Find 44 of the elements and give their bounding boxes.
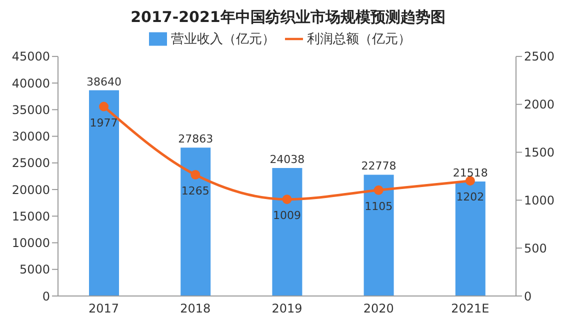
y-tick-label: 10000 xyxy=(12,236,50,250)
y-tick-label: 45000 xyxy=(12,50,50,64)
y2-tick-label: 2500 xyxy=(524,50,555,64)
y2-tick-label: 0 xyxy=(524,289,532,304)
point xyxy=(99,102,109,112)
x-tick-label: 2019 xyxy=(272,302,302,316)
data-label: 38640 xyxy=(86,75,122,88)
y-tick-label: 40000 xyxy=(12,76,50,90)
x-tick-label: 2018 xyxy=(180,302,211,316)
y-tick-label: 35000 xyxy=(12,102,50,117)
data-label: 1202 xyxy=(456,190,484,204)
data-label: 1265 xyxy=(181,184,210,198)
data-label: 1009 xyxy=(273,209,301,222)
x-tick-label: 2020 xyxy=(363,302,394,316)
data-label: 1105 xyxy=(364,200,393,213)
bar xyxy=(455,181,486,296)
x-tick-label: 2017 xyxy=(88,302,120,316)
point xyxy=(465,176,475,186)
x-tick-label: 2021E xyxy=(451,302,490,316)
y2-tick-label: 500 xyxy=(524,241,547,256)
y-tick-label: 5000 xyxy=(19,262,50,277)
bar xyxy=(180,148,211,296)
bar xyxy=(272,168,302,296)
bar xyxy=(364,174,394,296)
legend-label: 营业收入（亿元） xyxy=(171,32,275,47)
y-tick-label: 30000 xyxy=(12,130,50,144)
data-label: 22778 xyxy=(361,160,396,173)
y-tick-label: 20000 xyxy=(12,182,50,197)
y2-tick-label: 2000 xyxy=(524,98,555,112)
data-label: 21518 xyxy=(452,166,488,180)
data-label: 27863 xyxy=(178,132,214,146)
point xyxy=(374,185,384,195)
legend-label: 利润总额（亿元） xyxy=(307,32,411,47)
y-tick-label: 0 xyxy=(42,289,50,304)
y-tick-label: 15000 xyxy=(12,209,50,224)
data-label: 1977 xyxy=(90,116,118,130)
data-label: 24038 xyxy=(270,153,305,166)
chart-title: 2017-2021年中国纺织业市场规模预测趋势图 xyxy=(130,7,446,28)
y2-tick-label: 1500 xyxy=(524,146,555,160)
bar xyxy=(89,90,119,296)
y2-tick-label: 1000 xyxy=(524,193,555,208)
point xyxy=(190,170,200,180)
y-tick-label: 25000 xyxy=(12,156,50,170)
point xyxy=(282,194,292,204)
